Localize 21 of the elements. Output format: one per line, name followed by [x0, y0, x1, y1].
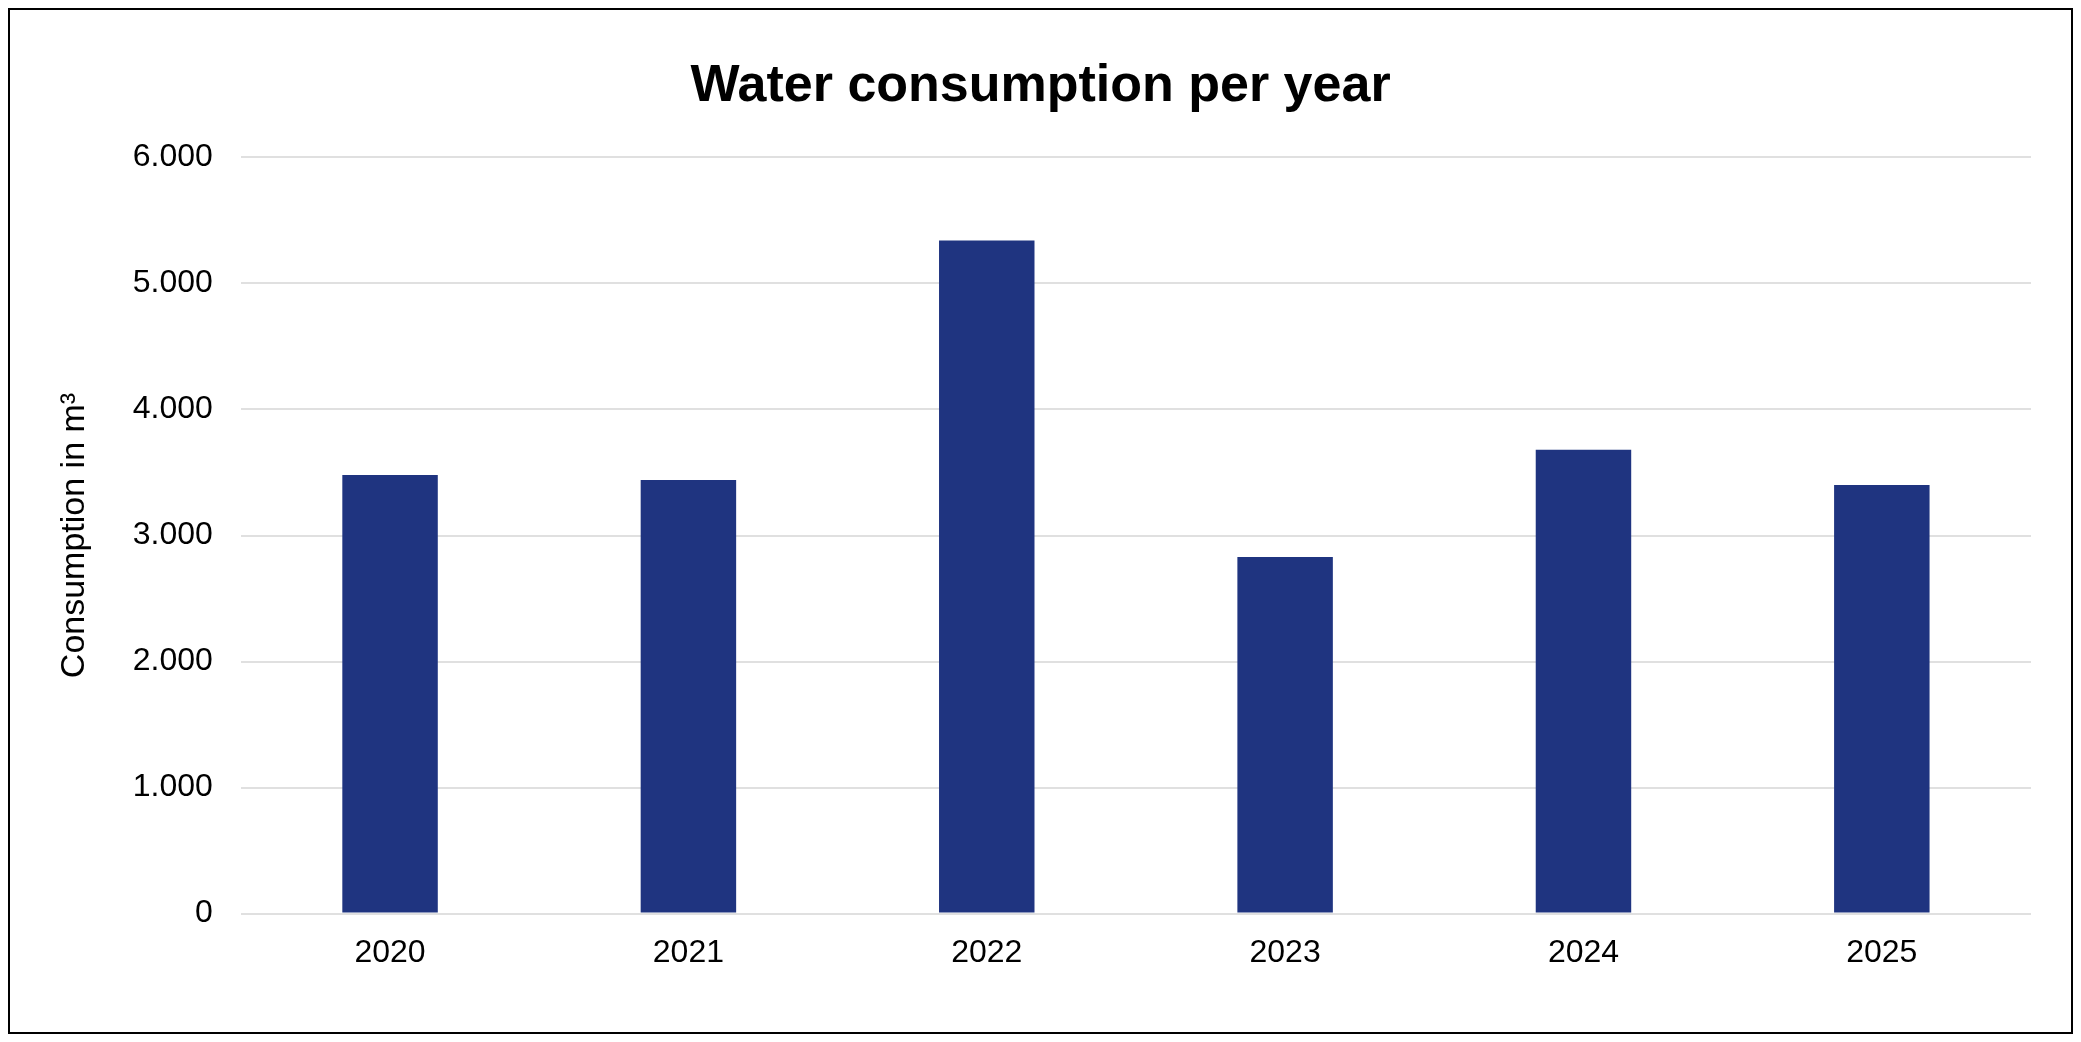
- bar: [939, 240, 1035, 913]
- x-tick-label: 2024: [1547, 932, 1620, 969]
- y-tick-label: 4.000: [132, 389, 213, 426]
- x-tick-label: 2023: [1249, 932, 1321, 969]
- y-axis-title: Consumption in m³: [52, 392, 91, 679]
- bar: [1237, 556, 1333, 913]
- bar: [342, 475, 438, 913]
- bar: [640, 480, 737, 913]
- y-tick-label: 1.000: [132, 767, 213, 804]
- y-tick-label: 6.000: [132, 137, 213, 174]
- x-tick-label: 2021: [652, 932, 724, 969]
- x-tick-label: 2025: [1846, 932, 1918, 969]
- y-tick-label: 2.000: [132, 641, 213, 678]
- y-tick-label: 5.000: [132, 263, 213, 300]
- bar: [1535, 449, 1632, 913]
- y-tick-label: 3.000: [132, 515, 213, 552]
- y-tick-label: 0: [195, 893, 213, 930]
- chart-title: Water consumption per year: [690, 53, 1391, 112]
- x-tick-label: 2022: [951, 932, 1023, 969]
- bar: [1834, 485, 1930, 913]
- x-tick-label: 2020: [354, 932, 426, 969]
